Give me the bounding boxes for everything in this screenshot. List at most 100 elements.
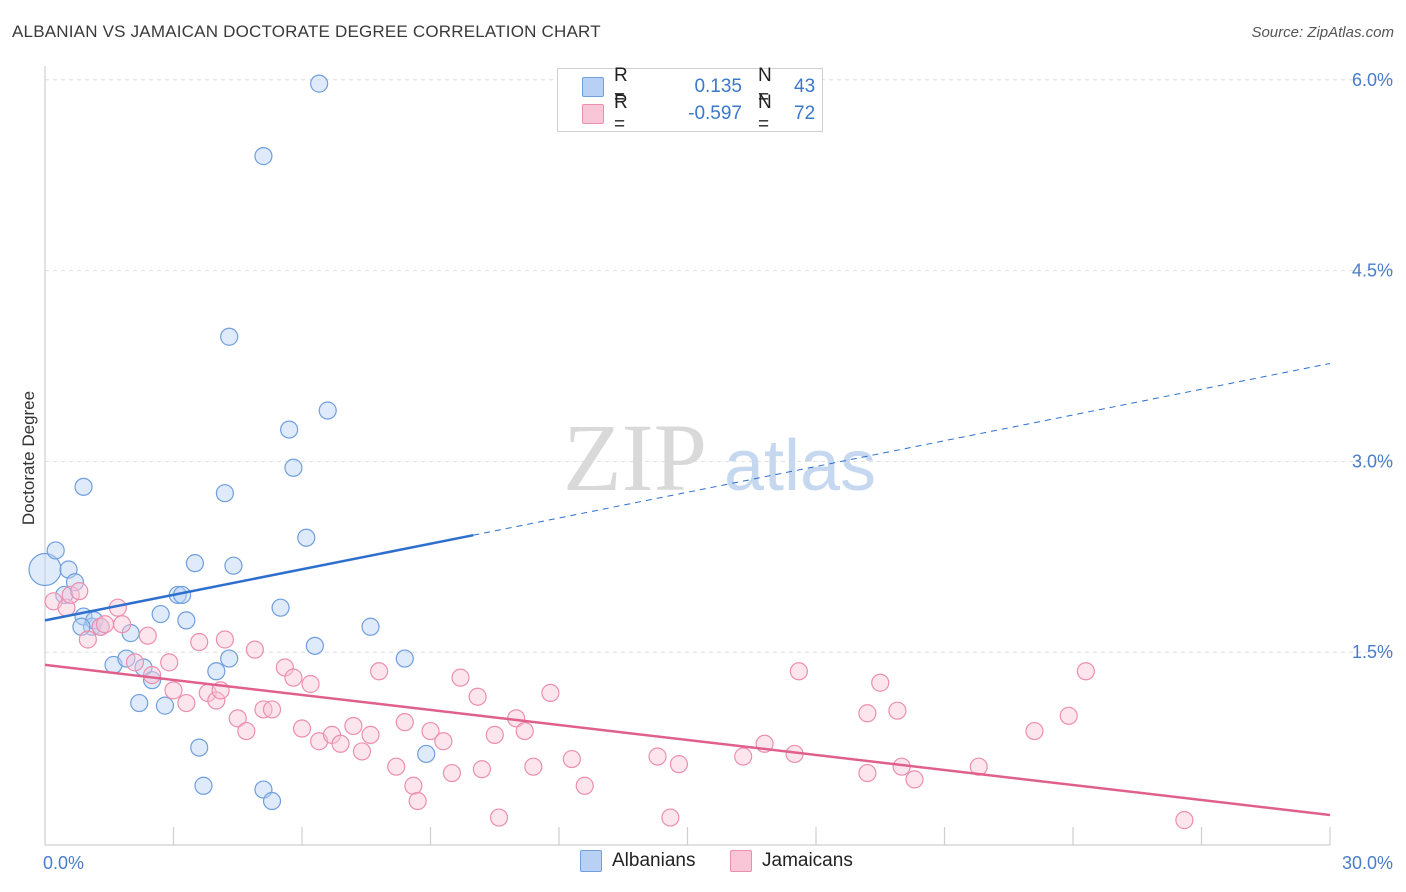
watermark: ZIP atlas (563, 404, 876, 511)
albanians-point (254, 147, 273, 166)
jamaicans-trend-line (44, 663, 1331, 817)
albanians-point (130, 693, 149, 713)
jamaicans-point (301, 674, 320, 694)
jamaicans-point (485, 725, 504, 744)
legend-item-albanians[interactable]: Albanians (580, 850, 695, 872)
jamaicans-point (1059, 706, 1078, 725)
albanians-point (318, 401, 337, 420)
jamaicans-legend-swatch (730, 850, 752, 872)
albanians-point (74, 477, 93, 496)
albanians-point (417, 744, 436, 764)
jamaicans-point (442, 763, 462, 783)
x-tick-label: 0.0% (43, 853, 84, 873)
jamaicans-point (95, 615, 115, 634)
albanians-point (194, 776, 213, 795)
albanians-point (220, 649, 239, 668)
albanians-point (46, 541, 65, 560)
tick-labels: 1.5% 3.0% 4.5% 6.0% 0.0% 30.0% (43, 70, 1393, 873)
albanians-point (151, 604, 170, 624)
albanians-point (190, 738, 209, 757)
jamaicans-point (541, 683, 560, 703)
jamaicans-point (648, 747, 667, 766)
albanians-point (297, 528, 316, 547)
gridlines (45, 79, 1395, 653)
albanians-point (215, 484, 234, 503)
jamaicans-r-value: -0.597 (688, 103, 742, 124)
y-tick-label: 4.5% (1352, 261, 1393, 281)
jamaicans-point (472, 760, 491, 779)
jamaicans-point (361, 725, 380, 744)
jamaicans-point (70, 582, 89, 601)
series-legend: Albanians Jamaicans (0, 850, 1406, 878)
jamaicans-point (352, 742, 372, 761)
jamaicans-point (215, 630, 234, 649)
albanians-point (310, 74, 329, 93)
albanians-point (224, 556, 243, 575)
albanians-point (395, 649, 414, 668)
jamaicans-point (292, 719, 312, 738)
jamaicans-point (245, 640, 264, 659)
albanians-point (177, 611, 196, 630)
albanians-point (361, 617, 380, 636)
jamaicans-point (237, 721, 256, 741)
x-tick-label: 30.0% (1342, 853, 1393, 873)
jamaicans-point (524, 757, 543, 776)
albanians-point (117, 649, 136, 668)
jamaicans-point (164, 681, 183, 700)
jamaicans-legend-label: Jamaicans (762, 850, 853, 871)
jamaicans-point (871, 673, 890, 692)
albanians-point (155, 696, 175, 715)
jamaicans-point (1025, 721, 1044, 741)
jamaicans-swatch (582, 104, 604, 124)
jamaicans-point (61, 585, 80, 605)
albanians-point (28, 552, 62, 587)
jamaicans-point (228, 709, 247, 728)
albanians-trend-extension (473, 362, 1331, 536)
jamaicans-point (395, 713, 414, 732)
n-label: N = (758, 65, 772, 108)
axes (44, 66, 1331, 846)
watermark-atlas: atlas (724, 426, 876, 506)
jamaicans-point (905, 770, 924, 789)
jamaicans-point (421, 721, 440, 741)
jamaicans-point (562, 749, 581, 769)
jamaicans-point (207, 691, 226, 710)
y-tick-label: 6.0% (1352, 70, 1393, 90)
jamaicans-point (138, 626, 157, 645)
jamaicans-point (177, 693, 196, 713)
albanians-point (271, 598, 290, 617)
jamaicans-point (370, 662, 389, 681)
jamaicans-point (451, 668, 470, 687)
jamaicans-point (858, 763, 877, 783)
jamaicans-point (142, 665, 162, 685)
jamaicans-point (160, 653, 179, 672)
jamaicans-point (1175, 811, 1194, 830)
jamaicans-point (575, 776, 594, 795)
source-label: Source: ZipAtlas.com (1251, 24, 1394, 41)
jamaicans-point (661, 808, 680, 827)
jamaicans-point (387, 757, 406, 776)
albanians-point (262, 791, 282, 811)
albanians-point (284, 458, 303, 477)
jamaicans-point (1076, 662, 1095, 681)
jamaicans-point (262, 700, 282, 719)
jamaicans-point (515, 721, 534, 741)
jamaicans-point (734, 747, 753, 766)
albanians-point (185, 554, 205, 573)
jamaicans-point (789, 662, 808, 681)
albanians-point (305, 636, 324, 655)
jamaicans-point (125, 653, 145, 672)
jamaicans-point (112, 615, 132, 634)
albanians-n-value: 43 (794, 76, 816, 97)
jamaicans-point (858, 704, 877, 723)
correlation-legend: R = 0.135 N = 43 R = -0.597 N = 72 (557, 65, 823, 135)
chart-title: ALBANIAN VS JAMAICAN DOCTORATE DEGREE CO… (12, 22, 601, 41)
albanians-point (207, 662, 226, 681)
albanians-swatch (582, 77, 604, 97)
legend-item-jamaicans[interactable]: Jamaicans (730, 850, 853, 872)
jamaicans-point (404, 776, 423, 795)
n-label: N = (758, 92, 772, 135)
albanians-r-value: 0.135 (694, 76, 742, 97)
r-label: R = (614, 92, 628, 135)
